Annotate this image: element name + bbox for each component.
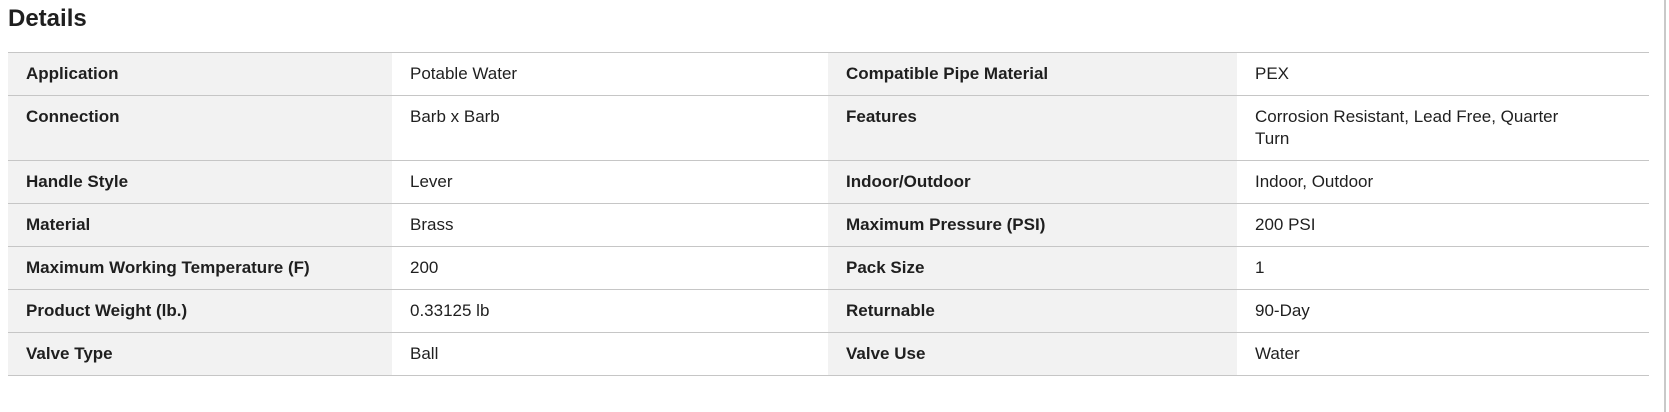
spec-label-left: Application [8, 53, 392, 95]
product-specs-table: Application Potable Water Compatible Pip… [8, 52, 1649, 376]
spec-label-right: Compatible Pipe Material [828, 53, 1237, 95]
spec-value-left-text: Lever [410, 172, 453, 191]
spec-value-right: Corrosion Resistant, Lead Free, Quarter … [1237, 96, 1649, 160]
spec-value-right-text: 1 [1255, 258, 1265, 277]
spec-label-left-text: Handle Style [26, 172, 129, 191]
spec-label-right-text: Valve Use [846, 344, 926, 363]
spec-label-right-text: Maximum Pressure (PSI) [846, 215, 1046, 234]
spec-value-right: Water [1237, 333, 1649, 375]
spec-value-right-text: 200 PSI [1255, 215, 1316, 234]
spec-label-right: Maximum Pressure (PSI) [828, 204, 1237, 246]
spec-label-right-text: Compatible Pipe Material [846, 64, 1049, 83]
spec-label-right: Indoor/Outdoor [828, 161, 1237, 203]
spec-value-left-text: Barb x Barb [410, 107, 500, 126]
spec-row: Maximum Working Temperature (F) 200 Pack… [8, 247, 1649, 290]
spec-value-right-text: Corrosion Resistant, Lead Free, Quarter … [1255, 107, 1559, 148]
spec-row: Valve Type Ball Valve Use Water [8, 333, 1649, 376]
spec-label-right: Features [828, 96, 1237, 160]
spec-row: Connection Barb x Barb Features Corrosio… [8, 96, 1649, 161]
spec-value-right-text: Water [1255, 344, 1300, 363]
spec-label-left: Material [8, 204, 392, 246]
spec-value-right: PEX [1237, 53, 1649, 95]
spec-label-left-text: Connection [26, 107, 120, 126]
spec-label-left: Product Weight (lb.) [8, 290, 392, 332]
spec-row: Handle Style Lever Indoor/Outdoor Indoor… [8, 161, 1649, 204]
page-right-edge-line [1664, 0, 1666, 412]
spec-value-left-text: Ball [410, 344, 439, 363]
spec-label-left-text: Application [26, 64, 119, 83]
spec-label-left-text: Maximum Working Temperature (F) [26, 258, 310, 277]
spec-value-left-text: Brass [410, 215, 454, 234]
spec-value-right: 200 PSI [1237, 204, 1649, 246]
spec-label-left-text: Material [26, 215, 91, 234]
spec-value-left-text: Potable Water [410, 64, 518, 83]
spec-value-left: 0.33125 lb [392, 290, 828, 332]
spec-label-right: Valve Use [828, 333, 1237, 375]
spec-label-left: Maximum Working Temperature (F) [8, 247, 392, 289]
spec-label-left: Valve Type [8, 333, 392, 375]
spec-label-right: Pack Size [828, 247, 1237, 289]
spec-label-left-text: Valve Type [26, 344, 113, 363]
spec-value-left: Ball [392, 333, 828, 375]
spec-label-left: Connection [8, 96, 392, 160]
spec-label-left-text: Product Weight (lb.) [26, 301, 188, 320]
spec-value-left: 200 [392, 247, 828, 289]
spec-label-right-text: Features [846, 107, 917, 126]
spec-value-left-text: 0.33125 lb [410, 301, 490, 320]
spec-label-right-text: Pack Size [846, 258, 925, 277]
product-details-section: Details Application Potable Water Compat… [0, 4, 1669, 376]
spec-value-right-text: Indoor, Outdoor [1255, 172, 1374, 191]
spec-row: Product Weight (lb.) 0.33125 lb Returnab… [8, 290, 1649, 333]
spec-value-right: 1 [1237, 247, 1649, 289]
spec-value-left: Lever [392, 161, 828, 203]
spec-row: Material Brass Maximum Pressure (PSI) 20… [8, 204, 1649, 247]
spec-label-right: Returnable [828, 290, 1237, 332]
spec-row: Application Potable Water Compatible Pip… [8, 53, 1649, 96]
spec-label-right-text: Indoor/Outdoor [846, 172, 971, 191]
spec-label-left: Handle Style [8, 161, 392, 203]
spec-value-left: Barb x Barb [392, 96, 828, 160]
details-heading: Details [8, 5, 87, 32]
spec-value-left: Potable Water [392, 53, 828, 95]
spec-value-left: Brass [392, 204, 828, 246]
spec-label-right-text: Returnable [846, 301, 935, 320]
spec-value-right: Indoor, Outdoor [1237, 161, 1649, 203]
spec-value-left-text: 200 [410, 258, 439, 277]
spec-value-right-text: 90-Day [1255, 301, 1310, 320]
spec-value-right: 90-Day [1237, 290, 1649, 332]
spec-value-right-text: PEX [1255, 64, 1290, 83]
